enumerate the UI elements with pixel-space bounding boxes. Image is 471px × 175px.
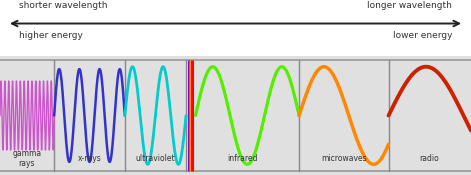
Text: x-rays: x-rays xyxy=(78,154,101,163)
Text: higher energy: higher energy xyxy=(19,31,83,40)
Text: shorter wavelength: shorter wavelength xyxy=(19,1,107,10)
Text: radio: radio xyxy=(420,154,439,163)
Text: gamma
rays: gamma rays xyxy=(12,149,41,168)
Text: microwaves: microwaves xyxy=(321,154,366,163)
Text: ultraviolet: ultraviolet xyxy=(136,154,175,163)
Text: lower energy: lower energy xyxy=(393,31,452,40)
Text: longer wavelength: longer wavelength xyxy=(367,1,452,10)
Text: infrared: infrared xyxy=(227,154,258,163)
